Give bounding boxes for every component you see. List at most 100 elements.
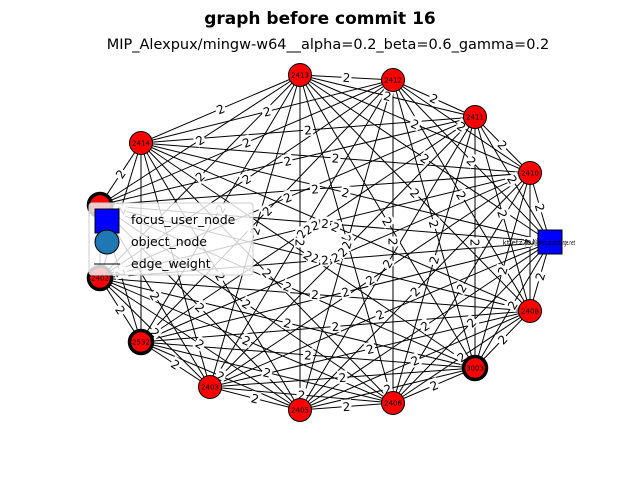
edge-weight-label: 2	[111, 165, 129, 182]
edge-weight-label: 2	[328, 218, 343, 235]
edge-weight-background	[328, 218, 343, 235]
edge-weight-text: 2	[321, 217, 330, 232]
edge-weight-background	[453, 187, 471, 203]
object-node-2413: 2413	[288, 63, 312, 87]
edge-weight-text: 2	[248, 226, 264, 237]
edge-weight-background	[319, 216, 331, 230]
legend-label-focus-user-node: focus_user_node	[131, 212, 236, 227]
edge-weight-text: 2	[304, 123, 313, 138]
edge-weight-label: 2	[239, 332, 254, 349]
edge-weight-label: 2	[319, 216, 331, 232]
object-node-circle	[129, 131, 153, 155]
edge-weight-background	[504, 171, 522, 187]
edge-weight-background	[281, 315, 294, 331]
edge-weight-text: 2	[282, 154, 293, 169]
edge-weight-label: 2	[280, 189, 295, 206]
edge-weight-label: 2	[302, 347, 314, 363]
focus-node-right-label: jon_y@users.sourceforge.net	[525, 239, 576, 247]
edge-weight-background	[213, 100, 228, 117]
edge-weight-background	[192, 299, 209, 316]
edge-weight-text: 2	[495, 265, 511, 276]
object-node-circle	[381, 391, 405, 415]
edge-weight-background	[248, 390, 262, 406]
edge-weight-label: 2	[468, 237, 482, 248]
edge-weight-background	[280, 189, 295, 205]
edge-weight-label: 2	[260, 103, 274, 120]
edge-weight-label: 2	[213, 100, 228, 117]
edge-weight-text: 2	[338, 371, 347, 386]
edge-weight-background	[493, 331, 511, 348]
edge-weight-background	[309, 287, 321, 301]
edge-weight-label: 2	[408, 115, 423, 132]
edge-weight-background	[295, 387, 308, 402]
edge-weight-label: 2	[338, 284, 352, 300]
edge-weight-label: 2	[452, 280, 470, 296]
edge-weight-background	[330, 150, 342, 165]
edge-weight-label: 2	[330, 150, 342, 166]
edge-weight-background	[111, 165, 129, 182]
edge-weight-label: 2	[531, 269, 548, 283]
object-node-circle	[518, 299, 542, 323]
object-node-2408: 2408	[518, 299, 542, 323]
edge-weight-background	[191, 131, 208, 148]
edge-weight-text: 2	[342, 71, 350, 85]
edge-weight-background	[416, 317, 433, 334]
object-node-label: 2411	[466, 114, 484, 122]
object-node-circle	[288, 398, 312, 422]
edge-weight-background	[387, 236, 400, 247]
edge-weight-label: 2	[147, 288, 164, 304]
edge-weight-label: 2	[337, 370, 348, 385]
focus-user-node-group: ktietz70 jon_y@users.sourceforge.net	[503, 229, 576, 255]
edge-weight-label: 2	[308, 217, 322, 234]
edge-weight-background	[452, 280, 470, 296]
edge-weight-background	[531, 269, 548, 283]
edge-weight-label: 2	[339, 184, 353, 201]
edge-weight-label: 2	[281, 153, 294, 169]
edge-weight-background	[426, 377, 441, 393]
object-node-2411: 2411	[463, 105, 487, 129]
edge-weight-text: 2	[365, 342, 376, 357]
edge-weight-label: 2	[363, 341, 377, 357]
edge-weight-background	[406, 283, 423, 300]
edge-weight-background	[239, 332, 254, 348]
edge-weight-text: 2	[262, 104, 273, 119]
edge-weight-label: 2	[302, 122, 314, 138]
edge-weight-label: 2	[494, 207, 511, 221]
edge-weight-background	[462, 314, 480, 331]
object-node-2532: 2532	[127, 328, 155, 356]
edge-weight-label: 2	[328, 249, 343, 266]
object-node-circle	[463, 105, 487, 129]
edge-weight-background	[372, 306, 387, 322]
edge-weight-background	[334, 243, 351, 260]
edge-weight-background	[258, 202, 275, 219]
edge-weight-background	[308, 217, 322, 233]
edge-weight-text: 2	[386, 238, 400, 246]
edge-weight-text: 2	[468, 239, 482, 247]
circle-marker-icon	[94, 229, 120, 255]
edge-weight-label: 2	[280, 278, 295, 295]
edge-weight-text: 2	[338, 234, 354, 245]
edge-weight-background	[300, 246, 317, 264]
focus-node-left-label: ktietz70	[503, 239, 531, 247]
object-node-label: 2405	[291, 407, 309, 415]
edge-weight-label: 2	[309, 181, 321, 197]
edge-weight-text: 2	[342, 400, 351, 415]
object-node-2406: 2406	[381, 391, 405, 415]
object-node-2410: 2410	[518, 161, 542, 185]
edge-weight-label: 2	[453, 187, 471, 203]
edge-weight-text: 2	[427, 255, 443, 266]
edge-weight-background	[292, 225, 310, 241]
edge-weight-text: 2	[340, 285, 351, 300]
edge-weight-background	[532, 200, 549, 214]
edge-weight-background	[168, 355, 184, 373]
edge-weight-background	[425, 253, 442, 267]
edge-weight-background	[407, 184, 424, 201]
edge-weight-background	[309, 181, 321, 196]
object-node-circle	[381, 68, 405, 92]
edge-weight-background	[495, 207, 511, 221]
edge-weight-label: 2	[426, 90, 442, 107]
edge-weight-text: 2	[523, 238, 537, 246]
edge-weight-background	[379, 213, 397, 229]
edge-weight-background	[239, 134, 254, 150]
